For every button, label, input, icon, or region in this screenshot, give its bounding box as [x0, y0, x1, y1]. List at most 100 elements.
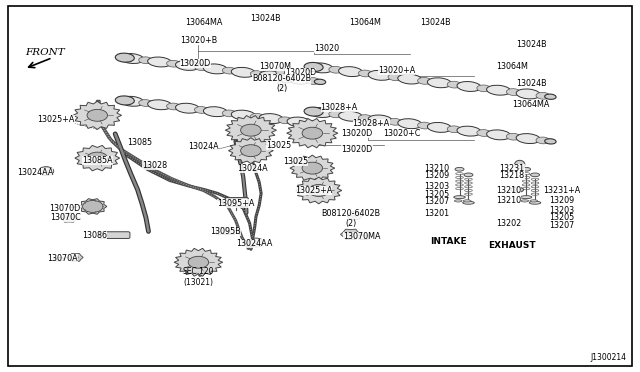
- Ellipse shape: [309, 63, 333, 73]
- Text: 13024A: 13024A: [237, 164, 268, 173]
- Circle shape: [302, 127, 323, 139]
- Circle shape: [38, 167, 54, 176]
- Text: 13095+A: 13095+A: [217, 199, 254, 208]
- Text: 13070D: 13070D: [50, 204, 81, 213]
- Circle shape: [348, 212, 362, 220]
- Ellipse shape: [115, 96, 134, 105]
- Ellipse shape: [166, 60, 180, 67]
- Ellipse shape: [195, 106, 209, 113]
- Ellipse shape: [259, 113, 284, 124]
- Circle shape: [66, 216, 72, 219]
- Text: 13020+C: 13020+C: [383, 129, 420, 138]
- Text: 13086: 13086: [82, 231, 108, 240]
- Text: 13028+A: 13028+A: [321, 103, 358, 112]
- Ellipse shape: [428, 122, 451, 132]
- Ellipse shape: [531, 173, 540, 177]
- Text: 13064M: 13064M: [496, 62, 528, 71]
- Ellipse shape: [339, 111, 363, 121]
- Ellipse shape: [545, 139, 556, 144]
- Text: 13064MA: 13064MA: [185, 18, 222, 27]
- Circle shape: [280, 75, 294, 83]
- Text: 13070A: 13070A: [47, 254, 78, 263]
- Text: 13020+A: 13020+A: [378, 66, 415, 75]
- Ellipse shape: [175, 61, 200, 70]
- Text: 13024B: 13024B: [516, 79, 547, 88]
- Ellipse shape: [139, 100, 153, 106]
- Ellipse shape: [388, 118, 402, 125]
- Ellipse shape: [464, 173, 473, 177]
- Polygon shape: [79, 199, 107, 214]
- Text: 13020D: 13020D: [180, 59, 211, 68]
- Ellipse shape: [398, 74, 422, 84]
- Polygon shape: [287, 119, 338, 148]
- Polygon shape: [225, 116, 276, 145]
- Text: 13025: 13025: [266, 141, 291, 150]
- Ellipse shape: [368, 115, 392, 125]
- Ellipse shape: [204, 64, 227, 74]
- FancyBboxPatch shape: [216, 228, 235, 234]
- Ellipse shape: [175, 103, 200, 113]
- Ellipse shape: [388, 74, 402, 81]
- Ellipse shape: [358, 115, 372, 122]
- Circle shape: [241, 145, 261, 157]
- Text: 13064M: 13064M: [349, 18, 381, 27]
- Ellipse shape: [314, 79, 326, 84]
- Polygon shape: [174, 248, 223, 276]
- Ellipse shape: [250, 71, 264, 77]
- Polygon shape: [60, 213, 78, 222]
- Text: 13203: 13203: [424, 182, 449, 191]
- Text: 13095B: 13095B: [210, 227, 241, 236]
- Ellipse shape: [222, 110, 236, 117]
- Ellipse shape: [463, 200, 471, 202]
- Text: 13210: 13210: [496, 196, 522, 205]
- Ellipse shape: [516, 134, 540, 144]
- Ellipse shape: [428, 78, 451, 88]
- Ellipse shape: [329, 66, 343, 73]
- Text: 13205: 13205: [549, 213, 575, 222]
- FancyBboxPatch shape: [225, 198, 248, 206]
- Text: 13070M: 13070M: [259, 62, 291, 71]
- Text: 13070MA: 13070MA: [343, 232, 380, 241]
- Text: 13207: 13207: [424, 197, 449, 206]
- Text: J1300214: J1300214: [590, 353, 626, 362]
- Ellipse shape: [520, 196, 532, 199]
- Text: 13020D: 13020D: [342, 129, 372, 138]
- Text: 13024AA: 13024AA: [237, 239, 273, 248]
- Text: 13020D: 13020D: [285, 68, 316, 77]
- Ellipse shape: [515, 160, 525, 169]
- Ellipse shape: [398, 119, 422, 129]
- Ellipse shape: [530, 200, 538, 202]
- Circle shape: [83, 201, 103, 212]
- Text: B08120-6402B
(2): B08120-6402B (2): [321, 209, 380, 228]
- Ellipse shape: [511, 187, 524, 192]
- Ellipse shape: [447, 126, 461, 133]
- Ellipse shape: [455, 167, 464, 171]
- Text: 13020D: 13020D: [342, 145, 372, 154]
- Circle shape: [73, 256, 78, 259]
- Text: 13210: 13210: [496, 186, 522, 195]
- Text: 13025+A: 13025+A: [295, 186, 332, 195]
- Text: 13024B: 13024B: [250, 14, 281, 23]
- Ellipse shape: [306, 121, 320, 127]
- Ellipse shape: [231, 67, 255, 77]
- Ellipse shape: [304, 62, 323, 71]
- Circle shape: [248, 238, 264, 247]
- Polygon shape: [340, 229, 361, 240]
- Text: 13205: 13205: [424, 190, 449, 199]
- Ellipse shape: [477, 129, 491, 137]
- Text: 13024B: 13024B: [420, 18, 451, 27]
- Text: 13025+A: 13025+A: [38, 115, 75, 124]
- Ellipse shape: [250, 113, 264, 120]
- Ellipse shape: [529, 201, 541, 204]
- Ellipse shape: [278, 117, 292, 124]
- Ellipse shape: [304, 107, 323, 116]
- Ellipse shape: [506, 133, 520, 140]
- Text: 13218: 13218: [499, 171, 525, 180]
- Ellipse shape: [314, 122, 326, 127]
- Text: 13064MA: 13064MA: [513, 100, 550, 109]
- Text: 13025: 13025: [283, 157, 308, 166]
- FancyBboxPatch shape: [99, 232, 130, 238]
- Ellipse shape: [357, 235, 370, 240]
- Ellipse shape: [329, 111, 343, 118]
- Polygon shape: [68, 254, 83, 261]
